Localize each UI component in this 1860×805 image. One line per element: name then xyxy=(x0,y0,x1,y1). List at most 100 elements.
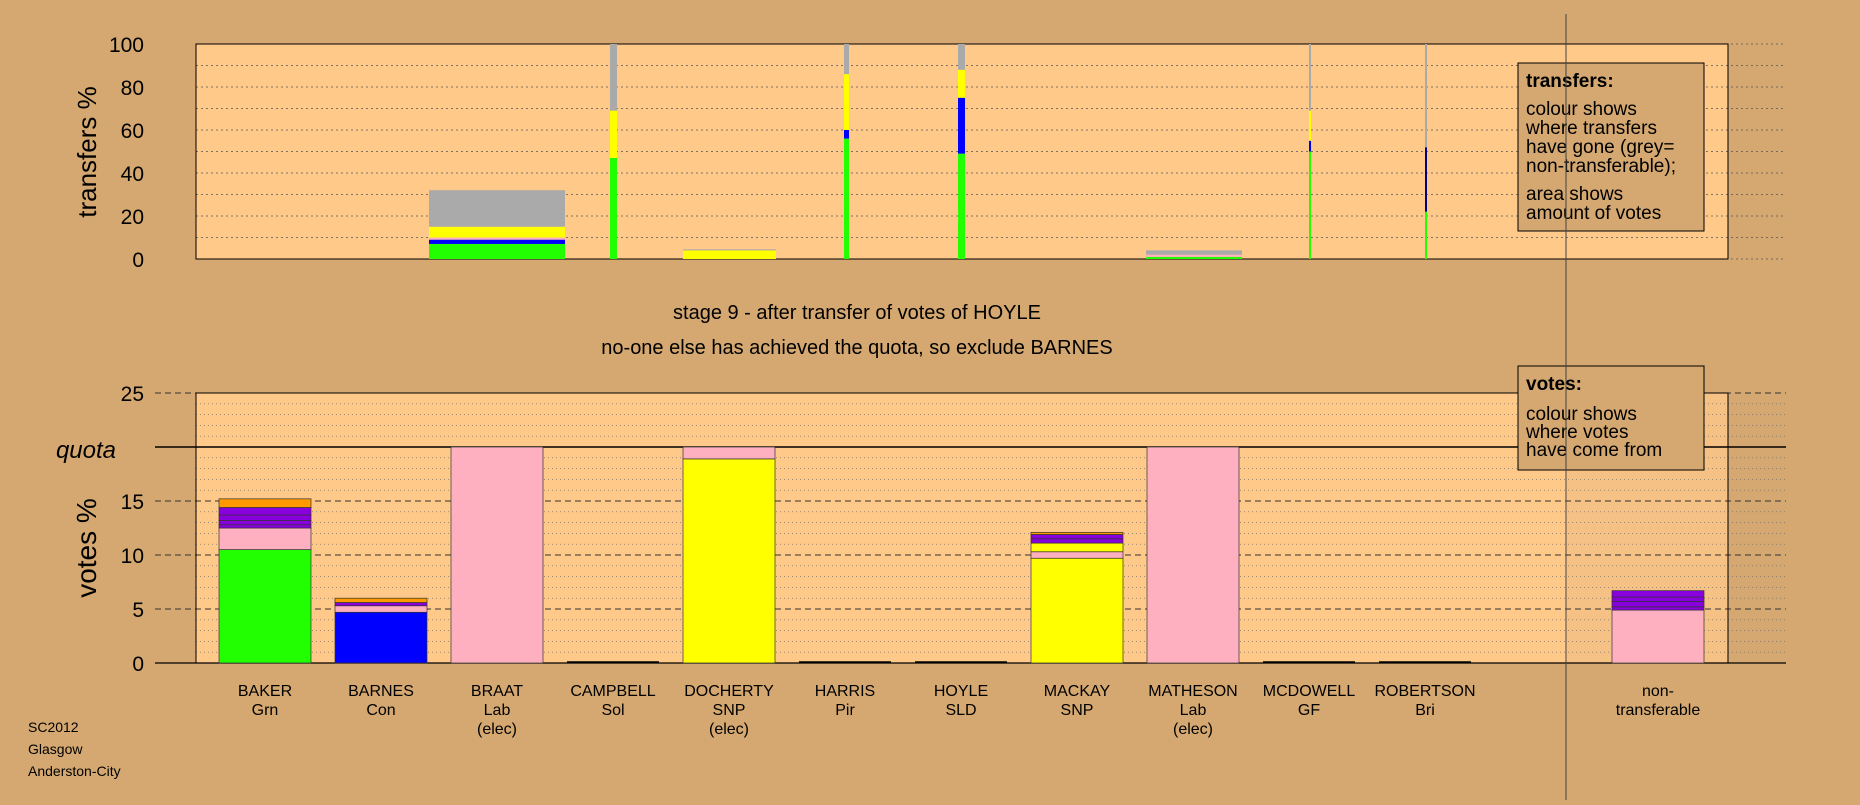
vote-segment xyxy=(218,498,312,508)
votes-y-tick-label: 25 xyxy=(121,383,144,406)
vote-segment xyxy=(218,520,312,526)
transfer-segment xyxy=(1146,254,1242,257)
footer: SC2012 Glasgow Anderston-City xyxy=(28,719,121,779)
transfer-bar xyxy=(610,44,617,259)
candidate-party: Lab xyxy=(1180,702,1207,719)
votes-legend: votes: colour shows where votes have com… xyxy=(1517,365,1705,471)
transfer-segment xyxy=(844,44,849,75)
vote-segment xyxy=(218,549,312,664)
footer-line: Anderston-City xyxy=(28,763,121,779)
transfer-segment xyxy=(429,243,565,259)
candidate-party: Grn xyxy=(252,702,279,719)
candidate-name: HARRIS xyxy=(815,683,875,700)
candidate-party: Sol xyxy=(601,702,624,719)
candidate-party: SNP xyxy=(713,702,746,719)
transfers-legend-line: area shows xyxy=(1526,184,1623,205)
candidate-party: GF xyxy=(1298,702,1320,719)
vote-segment xyxy=(218,527,312,550)
votes-y-axis-label: votes % xyxy=(71,498,102,598)
transfer-segment xyxy=(1425,211,1427,259)
vote-bar xyxy=(1611,590,1705,664)
vote-segment xyxy=(334,597,428,603)
transfers-y-ticks: 0 20 40 60 80 100 xyxy=(109,34,144,272)
vote-segment xyxy=(218,524,312,529)
transfers-y-tick-label: 20 xyxy=(121,206,144,229)
votes-legend-title: votes: xyxy=(1526,374,1582,395)
vote-bar xyxy=(1030,531,1124,664)
transfer-segment xyxy=(1309,151,1311,259)
votes-y-ticks: 0 5 10 15 25 xyxy=(121,383,144,676)
transfer-segment xyxy=(429,226,565,238)
vote-segment xyxy=(334,602,428,607)
transfer-bar xyxy=(683,249,776,259)
footer-line: SC2012 xyxy=(28,719,79,735)
votes-legend-box xyxy=(1517,365,1705,471)
stage-caption: stage 9 - after transfer of votes of HOY… xyxy=(673,302,1041,324)
candidate-name: non- xyxy=(1642,683,1674,700)
vote-segment xyxy=(1611,590,1705,598)
transfers-legend-line: non-transferable); xyxy=(1526,156,1676,177)
transfer-segment xyxy=(610,157,617,259)
candidate-party: transferable xyxy=(1616,702,1701,719)
exclude-caption: no-one else has achieved the quota, so e… xyxy=(601,337,1112,359)
transfers-y-tick-label: 100 xyxy=(109,34,144,57)
transfer-segment xyxy=(429,190,565,227)
transfers-bars xyxy=(429,44,1427,259)
vote-bar xyxy=(218,498,312,664)
vote-segment xyxy=(1146,446,1240,664)
transfers-y-axis-label: transfers % xyxy=(72,86,102,218)
transfer-segment xyxy=(958,44,965,70)
vote-segment xyxy=(1030,551,1124,559)
vote-segment xyxy=(1030,557,1124,664)
candidate-name: ROBERTSON xyxy=(1374,683,1475,700)
candidate-party: Con xyxy=(366,702,395,719)
transfers-y-tick-label: 40 xyxy=(121,163,144,186)
vote-segment xyxy=(218,514,312,521)
candidate-party: Pir xyxy=(835,702,855,719)
candidate-labels: BAKER Grn BARNES Con BRAAT Lab (elec) CAMPBELL S… xyxy=(238,683,1700,738)
vote-segment xyxy=(1030,534,1124,540)
vote-segment xyxy=(1611,609,1705,664)
vote-segment xyxy=(1030,531,1124,535)
transfer-segment xyxy=(1425,147,1427,212)
transfers-legend-line: where transfers xyxy=(1525,118,1657,139)
transfer-segment xyxy=(610,110,617,158)
votes-y-tick-label: 10 xyxy=(121,545,144,568)
candidate-party: SLD xyxy=(945,702,976,719)
transfer-segment xyxy=(683,249,776,251)
candidate-status: (elec) xyxy=(477,721,517,738)
vote-bar xyxy=(682,446,776,664)
vote-segment xyxy=(1611,601,1705,608)
vote-segment xyxy=(450,446,544,664)
quota-label: quota xyxy=(56,437,116,464)
vote-segment xyxy=(218,507,312,516)
votes-panel: 0 5 10 15 25 quota votes % BAKER Grn BARNES Con… xyxy=(56,365,1786,738)
transfer-bar xyxy=(844,44,849,259)
vote-segment xyxy=(1611,596,1705,602)
transfer-segment xyxy=(844,74,849,130)
vote-bar xyxy=(1146,446,1240,664)
candidate-name: DOCHERTY xyxy=(684,683,774,700)
votes-legend-line: have come from xyxy=(1526,440,1662,461)
transfer-segment xyxy=(1309,44,1311,111)
votes-legend-line: colour shows xyxy=(1526,404,1637,425)
transfers-y-tick-label: 80 xyxy=(121,77,144,100)
transfer-segment xyxy=(1309,110,1311,141)
transfer-bar xyxy=(1425,44,1427,259)
footer-line: Glasgow xyxy=(28,741,83,757)
candidate-party: Lab xyxy=(484,702,511,719)
votes-y-tick-label: 0 xyxy=(132,653,144,676)
candidate-name: HOYLE xyxy=(934,683,988,700)
candidate-status: (elec) xyxy=(709,721,749,738)
votes-y-tick-label: 5 xyxy=(132,599,144,622)
transfer-segment xyxy=(844,130,849,139)
transfer-segment xyxy=(958,69,965,98)
vote-bar xyxy=(334,597,428,664)
candidate-name: BARNES xyxy=(348,683,414,700)
transfers-y-tick-label: 0 xyxy=(132,249,144,272)
candidate-status: (elec) xyxy=(1173,721,1213,738)
transfer-segment xyxy=(429,239,565,244)
transfers-y-tick-label: 60 xyxy=(121,120,144,143)
candidate-name: BRAAT xyxy=(471,683,523,700)
